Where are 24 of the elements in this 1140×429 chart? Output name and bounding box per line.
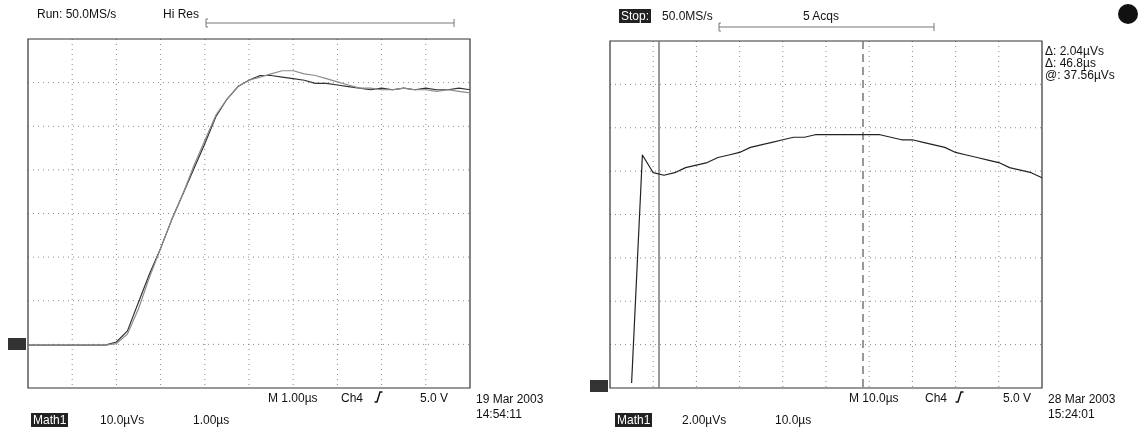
text: Ch4 bbox=[925, 391, 948, 405]
text: 5.0 V bbox=[1003, 391, 1032, 405]
text: 19 Mar 2003 bbox=[476, 392, 544, 406]
text: 5 Acqs bbox=[803, 9, 840, 23]
text: Δ: 46.8µs bbox=[1045, 56, 1096, 70]
text: 15:24:01 bbox=[1048, 407, 1095, 421]
text: Math1 bbox=[31, 413, 69, 427]
text: 2.00µVs bbox=[682, 413, 727, 427]
text: Stop: bbox=[619, 9, 652, 23]
text: 5.0 V bbox=[420, 391, 449, 405]
text: Δ: 2.04µVs bbox=[1045, 44, 1104, 58]
text: Ch4 bbox=[341, 391, 364, 405]
text: 28 Mar 2003 bbox=[1048, 392, 1116, 406]
text: 10.0µs bbox=[775, 413, 812, 427]
text: M 1.00µs bbox=[268, 391, 318, 405]
text: Math1 bbox=[615, 413, 653, 427]
text: Run: 50.0MS/s bbox=[37, 7, 117, 21]
text: M 10.0µs bbox=[849, 391, 899, 405]
text: 1.00µs bbox=[193, 413, 230, 427]
text: 10.0µVs bbox=[100, 413, 145, 427]
text: 50.0MS/s bbox=[662, 9, 713, 23]
text: @: 37.56µVs bbox=[1045, 68, 1115, 82]
text: Hi Res bbox=[163, 7, 200, 21]
text: 14:54:11 bbox=[476, 407, 522, 421]
